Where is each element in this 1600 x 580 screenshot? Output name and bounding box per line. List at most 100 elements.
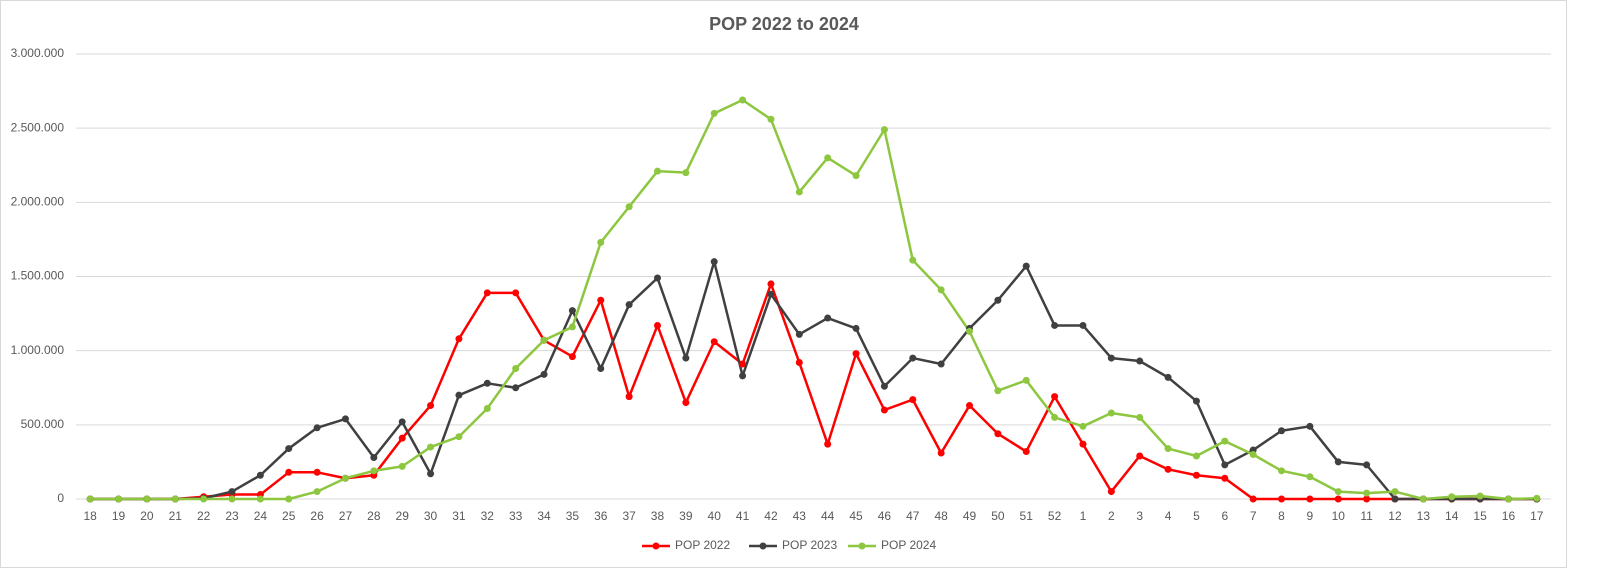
point	[653, 274, 661, 282]
point	[625, 393, 633, 401]
point	[171, 495, 179, 503]
point	[1249, 495, 1257, 503]
point	[1306, 495, 1314, 503]
y-tick-label: 2.000.000	[11, 195, 65, 209]
point	[1334, 495, 1342, 503]
point	[1164, 465, 1172, 473]
point	[341, 415, 349, 423]
x-tick-label: 41	[736, 509, 750, 523]
point	[1079, 440, 1087, 448]
x-tick-label: 10	[1332, 509, 1346, 523]
point	[1391, 488, 1399, 496]
point	[1221, 437, 1229, 445]
point	[1051, 413, 1059, 421]
x-tick-label: 39	[679, 509, 693, 523]
point	[852, 350, 860, 358]
point	[710, 338, 718, 346]
point	[256, 471, 264, 479]
legend-label: POP 2024	[881, 538, 936, 552]
series-line	[90, 260, 1537, 501]
point	[341, 474, 349, 482]
point	[398, 418, 406, 426]
point	[1221, 474, 1229, 482]
y-tick-label: 2.500.000	[11, 120, 65, 134]
point	[256, 495, 264, 503]
x-tick-label: 15	[1473, 509, 1487, 523]
point	[1051, 321, 1059, 329]
x-tick-label: 42	[764, 509, 778, 523]
point	[228, 495, 236, 503]
point	[880, 126, 888, 134]
x-tick-label: 35	[566, 509, 580, 523]
point	[1164, 373, 1172, 381]
point	[597, 364, 605, 372]
x-tick-label: 32	[481, 509, 495, 523]
point	[512, 384, 520, 392]
point	[937, 286, 945, 294]
legend-label: POP 2022	[675, 538, 730, 552]
x-tick-label: 28	[367, 509, 381, 523]
point	[682, 399, 690, 407]
point	[370, 453, 378, 461]
y-tick-label: 0	[57, 491, 64, 505]
point	[909, 396, 917, 404]
point	[739, 372, 747, 380]
point	[625, 301, 633, 309]
point	[540, 370, 548, 378]
x-tick-label: 37	[622, 509, 636, 523]
point	[1306, 422, 1314, 430]
point	[710, 109, 718, 117]
point	[370, 467, 378, 475]
x-tick-label: 18	[84, 509, 98, 523]
chart-border	[0, 0, 1567, 568]
x-tick-label: 48	[934, 509, 948, 523]
point	[795, 359, 803, 367]
x-tick-label: 11	[1360, 509, 1373, 523]
point	[1448, 493, 1456, 501]
point	[1022, 262, 1030, 270]
point	[398, 434, 406, 442]
point	[285, 495, 293, 503]
point	[824, 154, 832, 162]
y-tick-label: 1.000.000	[11, 343, 65, 357]
point	[200, 495, 208, 503]
point	[1391, 495, 1399, 503]
point	[540, 336, 548, 344]
point	[1334, 488, 1342, 496]
x-tick-label: 27	[339, 509, 353, 523]
point	[1079, 422, 1087, 430]
point	[1136, 357, 1144, 365]
point	[483, 405, 491, 413]
x-tick-label: 52	[1048, 509, 1062, 523]
point	[966, 402, 974, 410]
point	[682, 354, 690, 362]
x-tick-label: 23	[225, 509, 239, 523]
point	[795, 330, 803, 338]
point	[909, 256, 917, 264]
point	[1306, 473, 1314, 481]
point	[1249, 451, 1257, 458]
y-tick-label: 3.000.000	[11, 46, 65, 60]
x-tick-label: 3	[1136, 509, 1143, 523]
point	[852, 324, 860, 332]
point	[824, 314, 832, 322]
point	[1278, 495, 1286, 503]
point	[313, 468, 321, 476]
x-tick-label: 17	[1530, 509, 1544, 523]
series-line	[90, 98, 1537, 501]
point	[1533, 494, 1541, 502]
point	[1022, 376, 1030, 384]
point	[1363, 489, 1371, 497]
point	[795, 188, 803, 196]
x-tick-label: 5	[1193, 509, 1200, 523]
point	[512, 364, 520, 372]
point	[909, 354, 917, 362]
legend-label: POP 2023	[782, 538, 837, 552]
point	[1022, 448, 1030, 456]
point	[427, 402, 435, 410]
point	[767, 290, 775, 298]
point	[1363, 495, 1371, 503]
point	[455, 335, 463, 343]
point	[824, 440, 832, 448]
point	[880, 382, 888, 390]
